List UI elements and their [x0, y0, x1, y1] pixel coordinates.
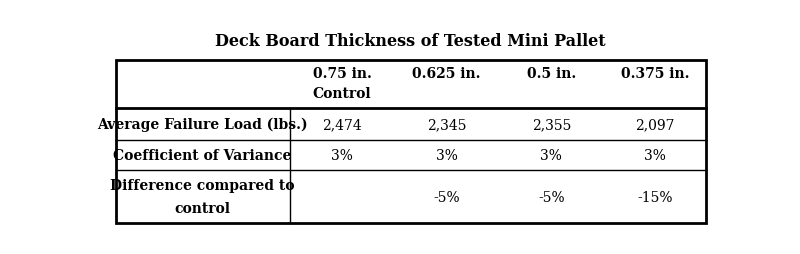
Text: -5%: -5% — [434, 190, 460, 204]
Text: Deck Board Thickness of Tested Mini Pallet: Deck Board Thickness of Tested Mini Pall… — [214, 33, 606, 50]
Text: Coefficient of Variance: Coefficient of Variance — [114, 148, 292, 162]
Text: 0.375 in.: 0.375 in. — [621, 67, 690, 80]
Text: 0.75 in.: 0.75 in. — [313, 67, 371, 80]
Text: 3%: 3% — [331, 148, 353, 162]
Text: 0.5 in.: 0.5 in. — [526, 67, 576, 80]
Text: 2,474: 2,474 — [322, 118, 362, 132]
Text: Average Failure Load (lbs.): Average Failure Load (lbs.) — [98, 117, 308, 132]
Bar — [115, 61, 706, 223]
Text: 2,355: 2,355 — [531, 118, 571, 132]
Text: 3%: 3% — [644, 148, 666, 162]
Text: 3%: 3% — [540, 148, 562, 162]
Text: 2,097: 2,097 — [635, 118, 674, 132]
Text: 2,345: 2,345 — [427, 118, 466, 132]
Text: Control: Control — [313, 87, 371, 101]
Text: -5%: -5% — [538, 190, 565, 204]
Text: Difference compared to
control: Difference compared to control — [110, 178, 295, 215]
Text: 3%: 3% — [436, 148, 458, 162]
Text: 0.625 in.: 0.625 in. — [413, 67, 481, 80]
Text: -15%: -15% — [638, 190, 673, 204]
